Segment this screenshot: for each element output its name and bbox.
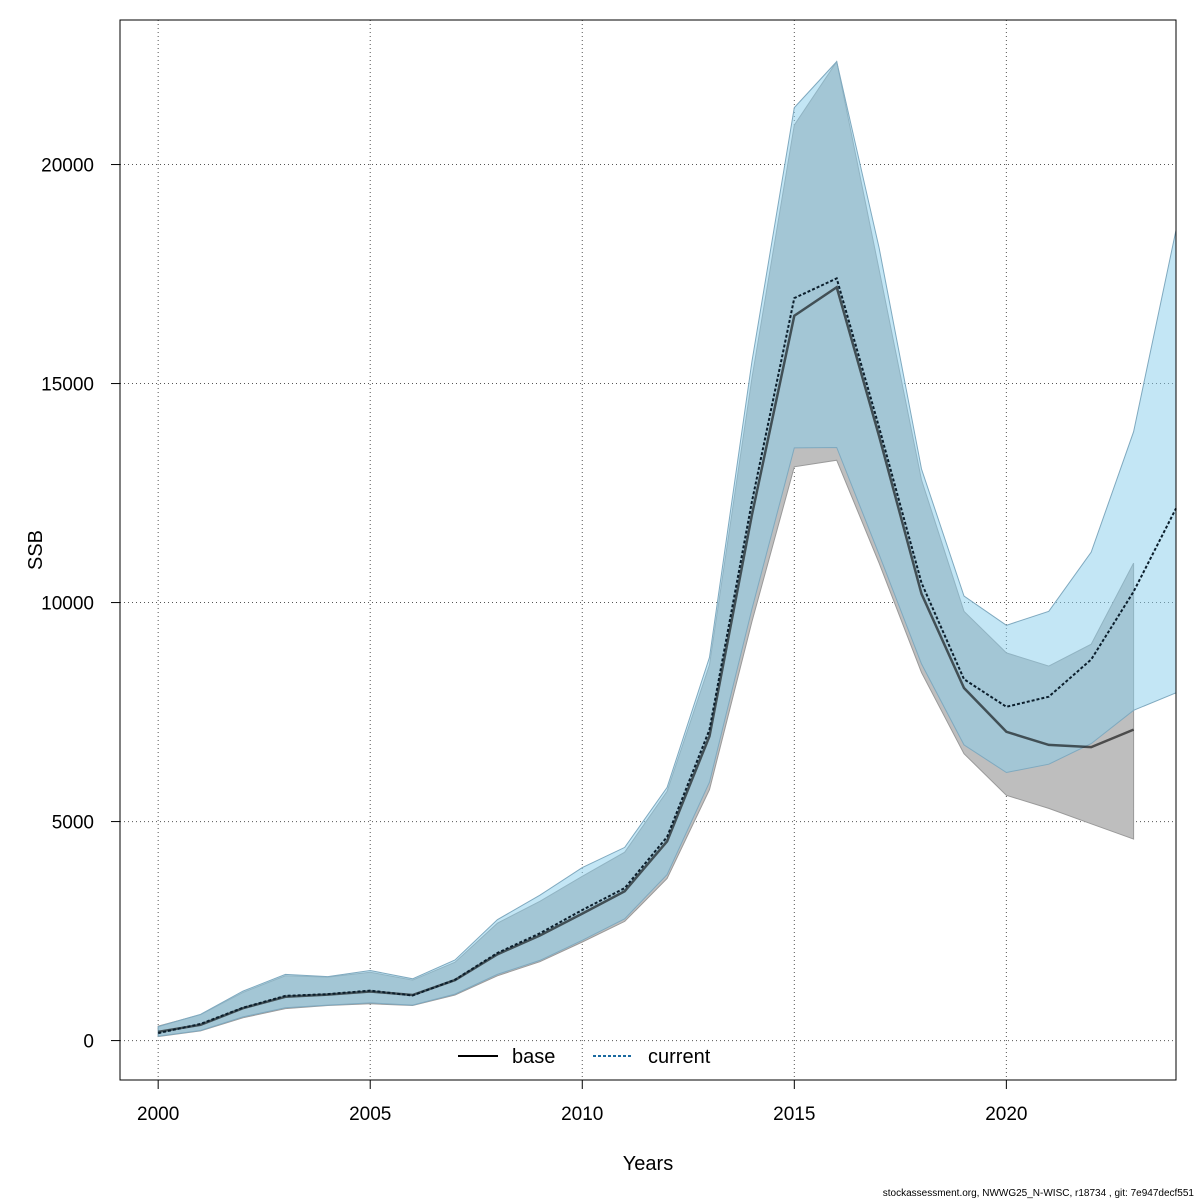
legend-label-current: current xyxy=(648,1046,711,1068)
x-tick-label-2000: 2000 xyxy=(137,1104,179,1125)
plot-frame xyxy=(119,19,1177,1081)
x-tick-label-2005: 2005 xyxy=(349,1104,391,1125)
y-tick-label-10000: 10000 xyxy=(41,594,94,615)
x-tick-label-2015: 2015 xyxy=(773,1104,815,1125)
footer-text: stockassessment.org, NWWG25_N-WISC, r187… xyxy=(883,1188,1195,1199)
y-axis: 0 5000 10000 15000 20000 xyxy=(41,156,121,1053)
y-tick-label-0: 0 xyxy=(83,1032,94,1053)
series-lines xyxy=(157,276,1177,1035)
line-base xyxy=(157,285,1135,1034)
x-axis-title: Years xyxy=(623,1153,673,1175)
line-current xyxy=(157,276,1177,1035)
legend: base current xyxy=(458,1046,711,1068)
x-axis: 2000 2005 2010 2015 2020 xyxy=(137,1079,1028,1125)
grid xyxy=(120,20,1176,1080)
x-tick-label-2020: 2020 xyxy=(985,1104,1027,1125)
y-tick-label-20000: 20000 xyxy=(41,156,94,177)
y-axis-title: SSB xyxy=(25,530,47,570)
y-tick-label-15000: 15000 xyxy=(41,375,94,396)
band-current xyxy=(157,60,1177,1037)
confidence-bands xyxy=(157,60,1177,1038)
x-tick-label-2010: 2010 xyxy=(561,1104,603,1125)
legend-label-base: base xyxy=(512,1046,555,1068)
y-tick-label-5000: 5000 xyxy=(52,813,94,834)
